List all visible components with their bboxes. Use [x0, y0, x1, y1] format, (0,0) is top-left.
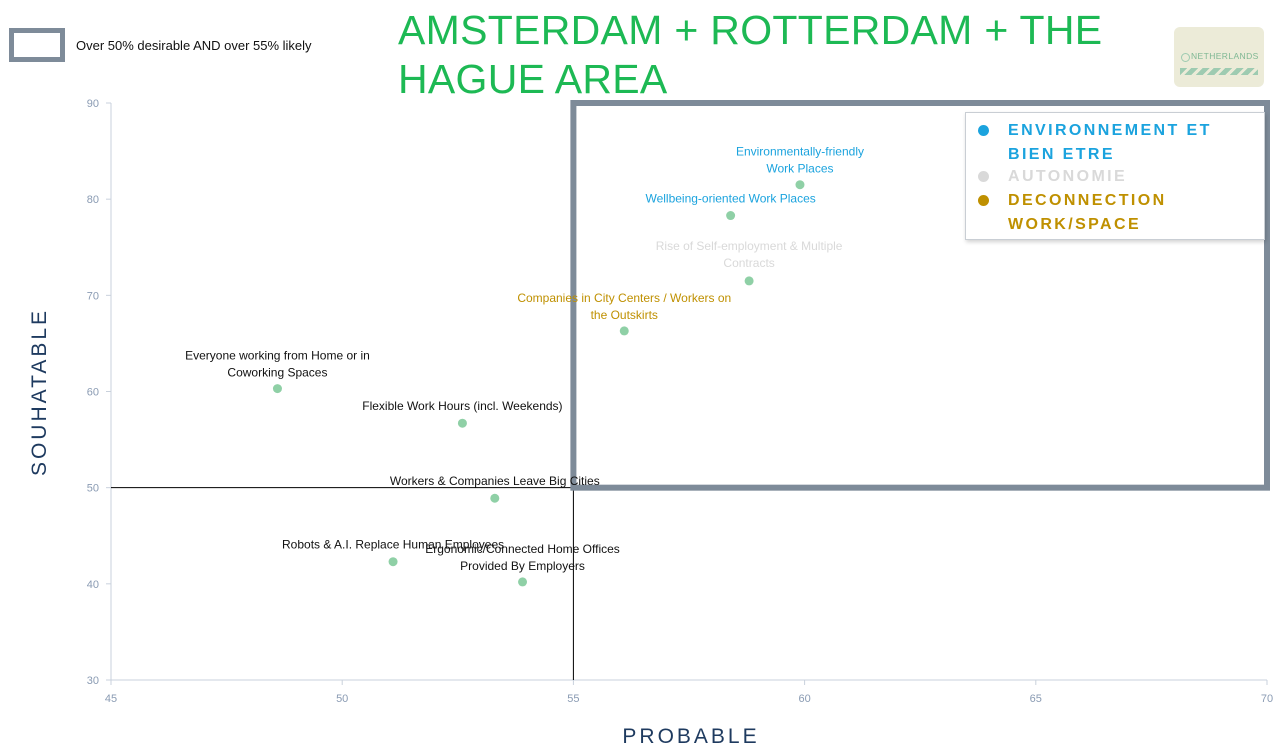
- highlight-region-box: [570, 100, 1270, 491]
- badge-stripe: [1180, 68, 1258, 75]
- y-tick-label: 40: [87, 579, 99, 591]
- y-tick-label: 70: [87, 290, 99, 302]
- data-point-label: Ergonomic/Connected Home Offices Provided…: [425, 542, 620, 573]
- legend-dot-environnement: [978, 125, 989, 136]
- x-axis-title: PROBABLE: [622, 725, 759, 746]
- data-point-label: Everyone working from Home or in Coworkin…: [185, 349, 370, 380]
- data-point: [388, 557, 398, 567]
- y-tick-label: 60: [87, 387, 99, 399]
- y-tick-label: 80: [87, 194, 99, 206]
- data-point: [726, 211, 736, 221]
- legend-label-environnement: ENVIRONNEMENT ET BIEN ETRE: [1008, 122, 1212, 163]
- x-tick-label: 65: [1030, 693, 1042, 705]
- legend-label-autonomie: AUTONOMIE: [1008, 168, 1128, 185]
- x-tick-label: 60: [798, 693, 810, 705]
- y-tick-label: 50: [87, 483, 99, 495]
- data-point: [490, 493, 500, 503]
- data-point: [518, 577, 528, 587]
- region-legend-swatch: [9, 28, 65, 62]
- data-point: [457, 418, 467, 428]
- data-point-label: Flexible Work Hours (incl. Weekends): [362, 399, 562, 413]
- data-point: [619, 326, 629, 336]
- data-point-label: Environmentally-friendly Work Places: [736, 145, 864, 176]
- badge-label: NETHERLANDS: [1191, 51, 1259, 61]
- legend-label-deconnection: DECONNECTION WORK/SPACE: [1008, 192, 1167, 233]
- data-point: [795, 180, 805, 190]
- y-axis-title: SOUHATABLE: [28, 308, 51, 476]
- data-point-label: Wellbeing-oriented Work Places: [645, 192, 815, 206]
- category-legend: ENVIRONNEMENT ET BIEN ETRE AUTONOMIE DEC…: [965, 112, 1265, 240]
- x-tick-label: 50: [336, 693, 348, 705]
- y-tick-label: 30: [87, 675, 99, 687]
- x-tick-label: 55: [567, 693, 579, 705]
- chart-title: AMSTERDAM + ROTTERDAM + THE HAGUE AREA: [398, 7, 1103, 102]
- data-point: [744, 276, 754, 286]
- data-point-label: Robots & A.I. Replace Human Employees: [282, 538, 504, 552]
- legend-dot-deconnection: [978, 195, 989, 206]
- data-point-label: Workers & Companies Leave Big Cities: [390, 474, 600, 488]
- netherlands-badge: NETHERLANDS: [1174, 27, 1264, 87]
- data-point: [272, 384, 282, 394]
- x-tick-label: 70: [1261, 693, 1273, 705]
- legend-dot-autonomie: [978, 171, 989, 182]
- data-point-label: Rise of Self-employment & Multiple Contra…: [656, 239, 843, 270]
- badge-circle-icon: [1181, 53, 1190, 62]
- region-legend-label: Over 50% desirable AND over 55% likely: [76, 38, 312, 53]
- x-tick-label: 45: [105, 693, 117, 705]
- y-tick-label: 90: [87, 98, 99, 110]
- data-point-label: Companies in City Centers / Workers on th…: [517, 291, 731, 322]
